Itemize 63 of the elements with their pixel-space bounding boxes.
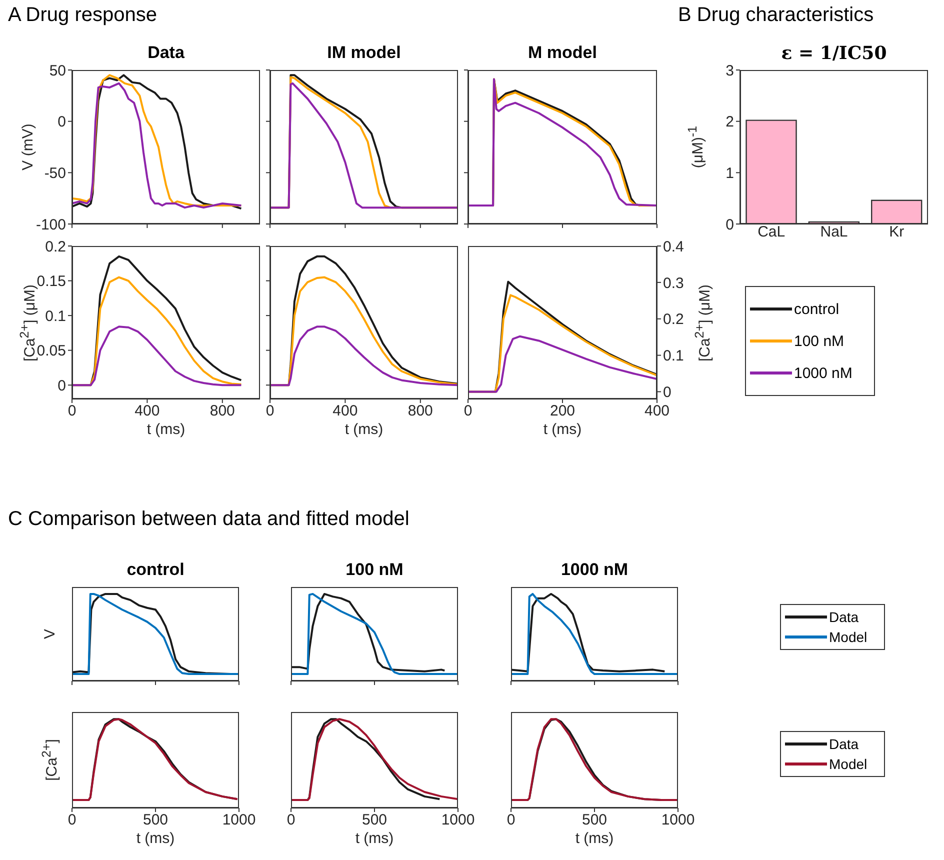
y-tick-label: -100	[36, 216, 66, 234]
x-tick-label: 800	[210, 402, 235, 420]
line-series	[468, 335, 657, 393]
text: C Comparison between data and fitted model	[8, 508, 410, 531]
line-series	[72, 326, 242, 386]
x-tick-label: 400	[644, 402, 670, 420]
legend-label: 1000 nM	[794, 364, 852, 382]
x-axis-title: t (ms)	[344, 421, 384, 438]
legend-label: Model	[829, 629, 868, 645]
legend-label: Model	[829, 756, 868, 772]
chart-title: control	[126, 560, 186, 580]
x-tick-label: 500	[142, 812, 168, 829]
text: B Drug characteristics	[678, 4, 874, 27]
chart-title: IM model	[326, 43, 402, 63]
y-tick-label: 0.2	[45, 238, 66, 256]
x-tick-label: 1000	[441, 812, 475, 829]
x-tick-label: 400	[134, 402, 160, 420]
x-tick-label: 0	[286, 812, 296, 829]
x-tick-label: 0	[506, 812, 516, 829]
y-tick-label: 0	[58, 114, 66, 131]
x-tick-label: 1000	[222, 812, 256, 829]
x-axis-title: t (ms)	[354, 830, 395, 847]
x-tick-label: NaL	[820, 224, 848, 241]
y-tick-label: -50	[44, 164, 66, 182]
x-tick-label: 500	[362, 812, 388, 829]
chart-title: M model	[527, 43, 598, 63]
x-axis-title: t (ms)	[146, 421, 186, 438]
y2-tick-label: 0.1	[663, 348, 684, 365]
y-axis-title: V	[42, 628, 58, 640]
legend-label: 100 nM	[794, 332, 844, 350]
x-tick-label: 500	[582, 812, 608, 829]
y2-tick-label: 0	[663, 384, 672, 402]
x-tick-label: 0	[464, 402, 472, 420]
chart-title: Data	[146, 43, 186, 63]
y-tick-label: 0.15	[36, 273, 66, 290]
y-axis-title: V (mV)	[20, 124, 36, 170]
legend-label: control	[794, 300, 840, 318]
y-tick-label: 0	[58, 377, 66, 394]
y2-tick-label: 0.2	[663, 311, 684, 328]
chart-title: 100 nM	[344, 560, 404, 580]
chart-title: ε = 1/IC50	[780, 43, 888, 64]
y2-tick-label: 0.4	[663, 238, 684, 256]
chart-title: 1000 nM	[560, 560, 630, 580]
x-tick-label: 800	[408, 402, 433, 420]
legend-label: Data	[829, 609, 859, 625]
y2-tick-label: 0.3	[663, 274, 684, 292]
x-axis-title: t (ms)	[542, 421, 583, 438]
y-tick-label: 0.05	[36, 342, 66, 360]
x-tick-label: 1000	[661, 812, 695, 829]
y-tick-label: 1	[726, 164, 734, 182]
y-tick-label: 2	[726, 114, 734, 131]
x-tick-label: 0	[266, 402, 274, 420]
y-tick-label: 0.1	[45, 308, 66, 325]
text: A Drug response	[8, 4, 157, 27]
x-tick-label: 200	[550, 402, 576, 420]
y-tick-label: 3	[726, 62, 734, 80]
legend-label: Data	[829, 736, 859, 752]
x-axis-title: t (ms)	[574, 830, 615, 847]
x-tick-label: CaL	[758, 224, 786, 241]
x-tick-label: Kr	[889, 224, 904, 241]
x-tick-label: 400	[332, 402, 358, 420]
x-axis-title: t (ms)	[135, 830, 176, 847]
y-tick-label: 50	[49, 62, 66, 80]
